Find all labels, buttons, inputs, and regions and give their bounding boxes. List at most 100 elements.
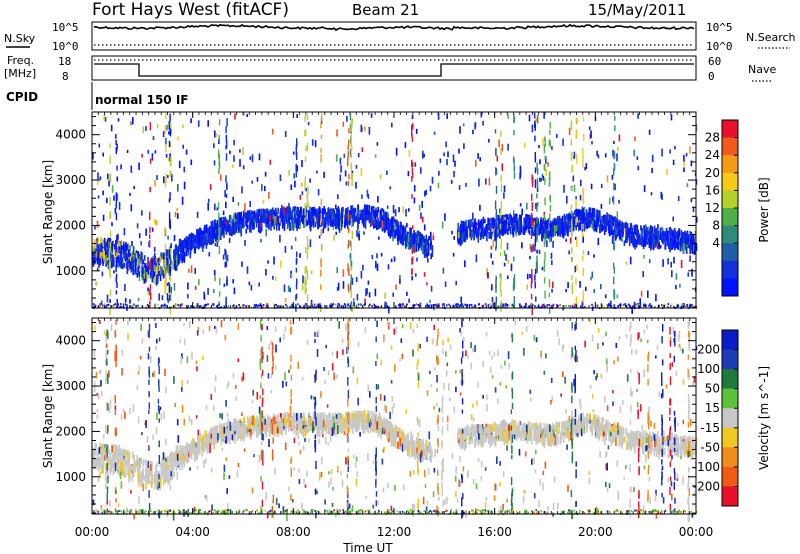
- scatter-cell: [537, 168, 539, 175]
- scatter-cell: [278, 305, 280, 308]
- scatter-cell: [509, 220, 512, 226]
- scatter-cell: [299, 194, 302, 200]
- scatter-cell: [106, 244, 109, 253]
- scatter-cell: [302, 426, 304, 436]
- scatter-cell: [343, 303, 346, 306]
- scatter-cell: [169, 192, 171, 201]
- scatter-cell: [336, 419, 339, 424]
- scatter-cell: [355, 181, 357, 189]
- scatter-cell: [344, 305, 347, 308]
- scatter-cell: [562, 138, 564, 146]
- scatter-cell: [118, 202, 121, 210]
- scatter-cell: [305, 280, 307, 286]
- scatter-cell: [266, 217, 269, 225]
- scatter-cell: [383, 211, 385, 218]
- scatter-cell: [534, 305, 536, 308]
- freq-series: [94, 63, 694, 77]
- scatter-cell: [130, 264, 132, 269]
- scatter-cell: [567, 214, 570, 219]
- scatter-cell: [419, 302, 422, 308]
- scatter-cell: [143, 255, 146, 261]
- scatter-cell: [349, 240, 352, 247]
- scatter-cell: [421, 246, 424, 254]
- scatter-cell: [496, 155, 499, 162]
- scatter-cell: [258, 219, 261, 228]
- scatter-cell: [245, 305, 247, 308]
- scatter-cell: [364, 126, 366, 132]
- scatter-cell: [165, 249, 168, 258]
- scatter-cell: [206, 239, 208, 246]
- scatter-cell: [216, 225, 218, 235]
- scatter-cell: [653, 237, 656, 248]
- scatter-cell: [322, 416, 324, 423]
- scatter-cell: [229, 214, 231, 220]
- scatter-cell: [549, 205, 552, 212]
- scatter-cell: [591, 306, 594, 311]
- scatter-cell: [627, 303, 630, 306]
- scatter-cell: [469, 219, 471, 227]
- scatter-cell: [500, 289, 502, 297]
- scatter-cell: [306, 114, 309, 121]
- scatter-cell: [301, 191, 304, 196]
- scatter-cell: [218, 219, 220, 226]
- scatter-cell: [265, 269, 267, 276]
- scatter-cell: [196, 304, 199, 307]
- scatter-cell: [536, 249, 538, 254]
- scatter-cell: [125, 262, 128, 269]
- scatter-cell: [495, 275, 497, 281]
- scatter-cell: [613, 216, 616, 222]
- scatter-cell: [596, 150, 598, 157]
- scatter-cell: [675, 231, 678, 239]
- scatter-cell: [579, 281, 581, 288]
- scatter-cell: [664, 242, 667, 250]
- scatter-cell: [280, 215, 282, 223]
- scatter-cell: [511, 222, 513, 228]
- scatter-cell: [95, 242, 98, 247]
- scatter-cell: [348, 139, 350, 146]
- scatter-cell: [634, 239, 636, 250]
- scatter-cell: [107, 251, 110, 261]
- scatter-cell: [347, 207, 349, 216]
- scatter-cell: [579, 214, 582, 219]
- scatter-cell: [571, 274, 573, 280]
- scatter-cell: [637, 113, 639, 119]
- scatter-cell: [610, 300, 612, 307]
- scatter-cell: [565, 304, 567, 307]
- scatter-cell: [157, 257, 160, 263]
- scatter-cell: [229, 225, 231, 236]
- scatter-cell: [324, 219, 327, 224]
- noise-sky-label: N.Sky: [4, 32, 36, 45]
- scatter-cell: [411, 124, 413, 129]
- scatter-cell: [573, 151, 576, 157]
- scatter-cell: [347, 303, 350, 306]
- scatter-cell: [679, 436, 682, 443]
- scatter-cell: [633, 226, 636, 232]
- scatter-cell: [101, 304, 104, 307]
- scatter-cell: [135, 253, 138, 260]
- scatter-cell: [628, 304, 631, 307]
- scatter-cell: [116, 176, 119, 182]
- scatter-cell: [531, 303, 533, 306]
- scatter-cell: [306, 269, 308, 279]
- scatter-cell: [438, 170, 440, 176]
- scatter-cell: [356, 294, 359, 301]
- scatter-cell: [291, 303, 293, 306]
- scatter-cell: [683, 160, 685, 167]
- scatter-cell: [285, 207, 288, 217]
- scatter-cell: [216, 241, 219, 248]
- scatter-cell: [194, 238, 196, 242]
- scatter-cell: [240, 224, 242, 234]
- scatter-cell: [376, 253, 378, 259]
- scatter-cell: [233, 139, 235, 146]
- scatter-cell: [413, 244, 416, 254]
- scatter-cell: [641, 239, 643, 247]
- scatter-cell: [97, 195, 100, 199]
- scatter-cell: [478, 224, 480, 234]
- power-y-axis-label: Slant Range [km]: [41, 160, 55, 264]
- scatter-cell: [671, 270, 673, 278]
- scatter-cell: [132, 257, 135, 266]
- scatter-cell: [409, 227, 411, 238]
- scatter-cell: [524, 305, 527, 308]
- scatter-cell: [542, 225, 545, 230]
- scatter-cell: [201, 239, 203, 246]
